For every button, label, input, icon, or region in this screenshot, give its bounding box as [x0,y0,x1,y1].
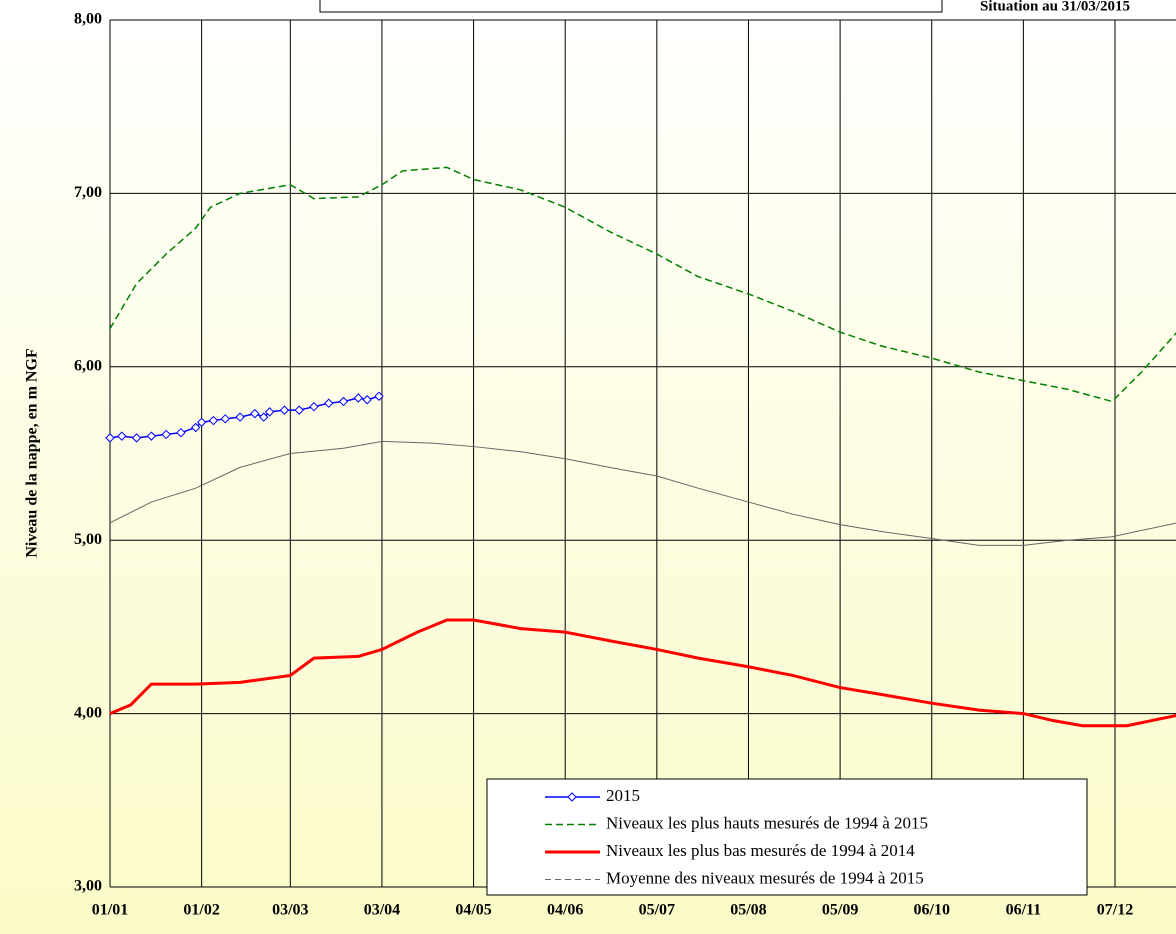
y-tick-label: 6,00 [74,357,102,374]
x-tick-label: 05/08 [730,902,766,919]
data-point [176,427,186,438]
data-point [362,395,372,405]
y-tick-label: 7,00 [74,184,102,201]
data-point [374,391,384,401]
data-point [131,433,142,443]
data-point [309,401,319,412]
x-tick-label: 03/04 [364,902,400,919]
y-tick-label: 4,00 [74,704,102,721]
data-point [250,408,260,419]
legend-box [486,778,1088,896]
legend-label: Niveaux les plus hauts mesurés de 1994 à… [606,813,928,832]
data-point [258,412,269,422]
x-tick-label: 04/06 [547,902,583,919]
x-tick-label: 01/01 [92,902,128,919]
data-point [146,431,157,441]
data-point [191,422,201,433]
series-line [109,618,1176,728]
data-point [264,407,275,417]
data-point [208,415,219,426]
data-point [353,393,364,403]
x-tick-label: 06/10 [914,902,950,919]
x-tick-label: 06/11 [1006,902,1042,919]
y-tick-label: 3,00 [74,878,102,895]
subtitle: Situation au 31/03/2015 [980,0,1130,14]
data-point [161,429,171,440]
x-tick-label: 05/09 [822,902,858,919]
data-point [196,417,207,427]
y-axis-label: Niveau de la nappe, en m NGF [24,348,41,558]
data-point [105,433,115,443]
legend-label: Niveaux les plus bas mesurés de 1994 à 2… [606,841,915,860]
data-point [294,405,304,415]
legend-label: Moyenne des niveaux mesurés de 1994 à 20… [606,868,924,887]
x-tick-label: 01/02 [183,902,219,919]
data-point [279,405,290,415]
y-tick-label: 8,00 [74,11,102,28]
x-tick-label: 03/03 [272,902,308,919]
x-tick-label: 05/07 [639,902,675,919]
x-tick-label: 04/05 [455,902,491,919]
data-point [220,414,230,424]
series-line [109,166,1176,403]
data-point [117,431,127,441]
y-tick-label: 5,00 [74,531,102,548]
series-line [109,395,380,439]
legend-label: 2015 [606,786,640,805]
data-point [235,412,245,422]
data-point [338,396,349,407]
legend-marker [567,792,577,802]
series-line [109,440,1176,546]
title-box [319,0,943,13]
data-point [324,398,334,408]
x-tick-label: 07/12 [1097,902,1133,919]
